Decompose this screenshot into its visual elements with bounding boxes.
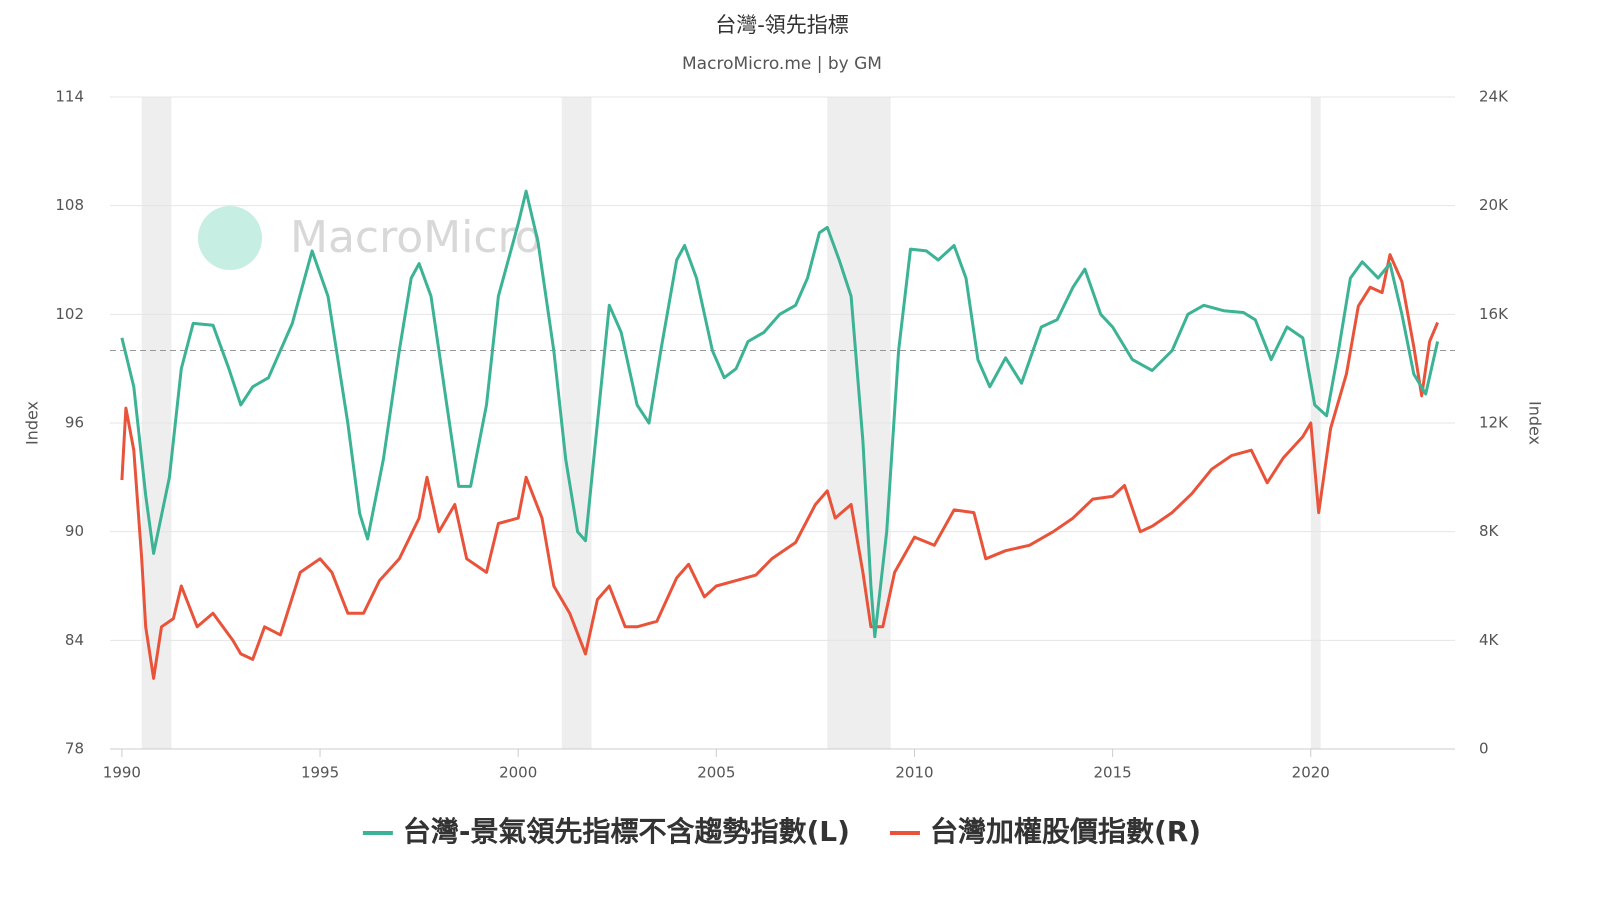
- chart-title: 台灣-領先指標: [715, 13, 849, 37]
- y-tick-label: 84: [65, 631, 84, 649]
- y-tick-label: 96: [65, 414, 84, 432]
- watermark: MacroMicro: [290, 212, 542, 263]
- y-tick-label: 90: [65, 522, 84, 540]
- y-tick-label: 102: [55, 305, 84, 323]
- y2-tick-label: 24K: [1479, 88, 1509, 106]
- y-axis-title: Index: [23, 401, 42, 445]
- watermark-logo: [198, 206, 262, 270]
- legend: 台灣-景氣領先指標不含趨勢指數(L) 台灣加權股價指數(R): [362, 815, 1201, 848]
- y2-tick-label: 4K: [1479, 631, 1500, 649]
- y2-tick-label: 12K: [1479, 414, 1509, 432]
- series-line: [120, 253, 1439, 680]
- y2-tick-label: 8K: [1479, 522, 1500, 540]
- x-tick-label: 2000: [499, 764, 537, 782]
- x-tick-label: 2010: [895, 764, 933, 782]
- y-tick-label: 108: [55, 196, 84, 214]
- y2-tick-label: 20K: [1479, 196, 1509, 214]
- y-tick-label: 114: [55, 88, 84, 106]
- y2-tick-label: 16K: [1479, 305, 1509, 323]
- y2-axis-title: Index: [1526, 401, 1545, 445]
- chart-subtitle: MacroMicro.me | by GM: [682, 54, 882, 74]
- x-tick-label: 2005: [697, 764, 735, 782]
- series-line: [120, 189, 1440, 639]
- y-tick-label: 78: [65, 740, 84, 758]
- legend-label: 台灣-景氣領先指標不含趨勢指數(L): [403, 815, 850, 848]
- x-tick-label: 2020: [1292, 764, 1330, 782]
- legend-label: 台灣加權股價指數(R): [930, 815, 1201, 848]
- y2-tick-label: 0: [1479, 740, 1489, 758]
- x-tick-label: 2015: [1094, 764, 1132, 782]
- x-tick-label: 1990: [103, 764, 141, 782]
- x-tick-label: 1995: [301, 764, 339, 782]
